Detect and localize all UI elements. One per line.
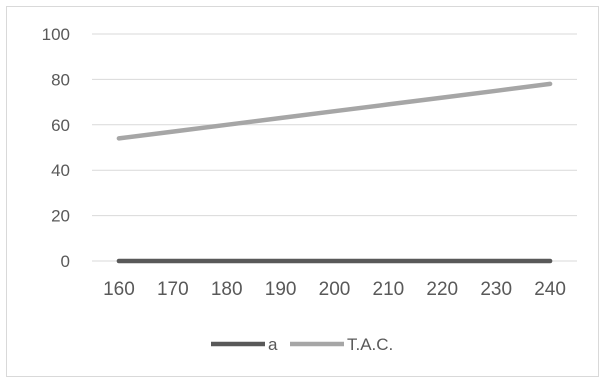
line-chart: 0 20 40 60 80 100 160 170 180 190 200 210 220 230 240…: [42, 25, 577, 354]
x-tick-label-230: 230: [480, 279, 512, 300]
x-tick-label-170: 170: [157, 279, 189, 300]
x-tick-label-190: 190: [265, 279, 297, 300]
legend: a T.A.C.: [211, 335, 393, 354]
x-axis-tick-labels: 160 170 180 190 200 210 220 230 240: [103, 279, 566, 300]
chart-frame: 0 20 40 60 80 100 160 170 180 190 200 210 220 230 240…: [6, 6, 599, 377]
y-tick-label-60: 60: [51, 116, 70, 135]
series-line-tac: [116, 81, 553, 141]
gridlines: [92, 33, 577, 262]
x-tick-label-160: 160: [103, 279, 135, 300]
y-axis-tick-labels: 0 20 40 60 80 100: [42, 25, 70, 271]
y-tick-label-100: 100: [42, 25, 70, 44]
x-tick-label-220: 220: [426, 279, 458, 300]
legend-label-tac: T.A.C.: [347, 335, 393, 354]
x-tick-label-200: 200: [319, 279, 351, 300]
y-tick-label-20: 20: [51, 207, 70, 226]
x-tick-label-210: 210: [373, 279, 405, 300]
x-tick-label-240: 240: [534, 279, 566, 300]
x-tick-label-180: 180: [211, 279, 243, 300]
y-tick-label-0: 0: [61, 252, 70, 271]
series-lines: [116, 81, 553, 264]
y-tick-label-40: 40: [51, 161, 70, 180]
y-tick-label-80: 80: [51, 70, 70, 89]
legend-label-a: a: [268, 335, 278, 354]
